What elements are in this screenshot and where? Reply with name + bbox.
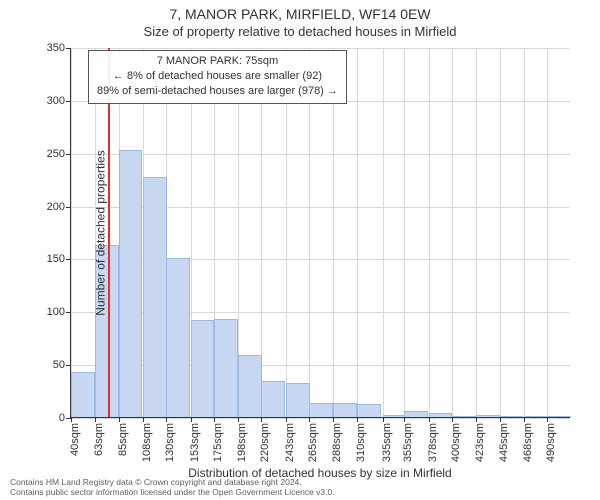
histogram-bar xyxy=(476,415,500,417)
xtick-mark xyxy=(71,417,72,422)
xtick-label: 335sqm xyxy=(381,423,393,462)
footer-attribution: Contains HM Land Registry data © Crown c… xyxy=(10,477,335,498)
title-sub: Size of property relative to detached ho… xyxy=(0,24,600,39)
gridline-v xyxy=(476,48,477,417)
info-line-1: 7 MANOR PARK: 75sqm xyxy=(97,54,338,69)
xtick-mark xyxy=(238,417,239,422)
xtick-label: 108sqm xyxy=(141,423,153,462)
info-line-2: ← 8% of detached houses are smaller (92) xyxy=(97,69,338,84)
histogram-bar xyxy=(261,381,285,417)
histogram-bar xyxy=(71,372,95,417)
ytick-label: 250 xyxy=(47,148,71,160)
gridline-v xyxy=(383,48,384,417)
xtick-mark xyxy=(309,417,310,422)
xtick-mark xyxy=(95,417,96,422)
xtick-label: 85sqm xyxy=(117,423,129,456)
histogram-bar xyxy=(191,320,215,417)
ytick-label: 50 xyxy=(53,359,71,371)
ytick-label: 300 xyxy=(47,95,71,107)
xtick-label: 400sqm xyxy=(450,423,462,462)
xtick-mark xyxy=(383,417,384,422)
gridline-v xyxy=(524,48,525,417)
chart-root: 7, MANOR PARK, MIRFIELD, WF14 0EW Size o… xyxy=(0,0,600,500)
histogram-bar xyxy=(357,404,381,417)
histogram-bar xyxy=(547,416,571,417)
histogram-bar xyxy=(238,355,262,417)
xtick-mark xyxy=(476,417,477,422)
histogram-bar xyxy=(286,383,310,417)
xtick-label: 220sqm xyxy=(259,423,271,462)
gridline-v xyxy=(500,48,501,417)
gridline-v xyxy=(404,48,405,417)
xtick-label: 130sqm xyxy=(164,423,176,462)
gridline-v xyxy=(71,48,72,417)
xtick-label: 153sqm xyxy=(189,423,201,462)
xtick-label: 198sqm xyxy=(236,423,248,462)
histogram-bar xyxy=(309,403,333,417)
gridline-v xyxy=(452,48,453,417)
xtick-label: 423sqm xyxy=(474,423,486,462)
xtick-label: 40sqm xyxy=(69,423,81,456)
info-line-3: 89% of semi-detached houses are larger (… xyxy=(97,84,338,99)
xtick-mark xyxy=(166,417,167,422)
y-axis-label: Number of detached properties xyxy=(94,150,108,315)
xtick-label: 175sqm xyxy=(212,423,224,462)
histogram-bar xyxy=(143,177,167,417)
gridline-v xyxy=(429,48,430,417)
xtick-mark xyxy=(191,417,192,422)
xtick-mark xyxy=(500,417,501,422)
footer-line-2: Contains public sector information licen… xyxy=(10,487,335,498)
gridline-h xyxy=(71,48,570,49)
xtick-label: 310sqm xyxy=(355,423,367,462)
xtick-mark xyxy=(357,417,358,422)
xtick-mark xyxy=(261,417,262,422)
xtick-label: 468sqm xyxy=(522,423,534,462)
xtick-label: 243sqm xyxy=(284,423,296,462)
ytick-label: 100 xyxy=(47,306,71,318)
xtick-label: 265sqm xyxy=(307,423,319,462)
histogram-bar xyxy=(452,416,476,417)
histogram-bar xyxy=(119,150,143,417)
gridline-v xyxy=(357,48,358,417)
xtick-mark xyxy=(286,417,287,422)
xtick-label: 378sqm xyxy=(427,423,439,462)
xtick-mark xyxy=(524,417,525,422)
xtick-label: 355sqm xyxy=(402,423,414,462)
histogram-bar xyxy=(524,416,548,417)
footer-line-1: Contains HM Land Registry data © Crown c… xyxy=(10,477,335,488)
histogram-bar xyxy=(429,413,453,417)
histogram-bar xyxy=(333,403,357,417)
gridline-h xyxy=(71,418,570,419)
xtick-label: 490sqm xyxy=(545,423,557,462)
xtick-label: 445sqm xyxy=(498,423,510,462)
xtick-mark xyxy=(214,417,215,422)
info-box: 7 MANOR PARK: 75sqm ← 8% of detached hou… xyxy=(88,50,347,104)
xtick-mark xyxy=(143,417,144,422)
ytick-label: 350 xyxy=(47,42,71,54)
xtick-mark xyxy=(547,417,548,422)
xtick-mark xyxy=(119,417,120,422)
xtick-mark xyxy=(333,417,334,422)
gridline-h xyxy=(71,154,570,155)
xtick-mark xyxy=(429,417,430,422)
ytick-label: 200 xyxy=(47,201,71,213)
histogram-bar xyxy=(500,416,524,417)
xtick-mark xyxy=(404,417,405,422)
title-main: 7, MANOR PARK, MIRFIELD, WF14 0EW xyxy=(0,6,600,22)
xtick-label: 288sqm xyxy=(331,423,343,462)
xtick-mark xyxy=(452,417,453,422)
histogram-bar xyxy=(214,319,238,417)
histogram-bar xyxy=(404,411,428,417)
gridline-v xyxy=(547,48,548,417)
histogram-bar xyxy=(166,258,190,417)
ytick-label: 150 xyxy=(47,253,71,265)
xtick-label: 63sqm xyxy=(93,423,105,456)
